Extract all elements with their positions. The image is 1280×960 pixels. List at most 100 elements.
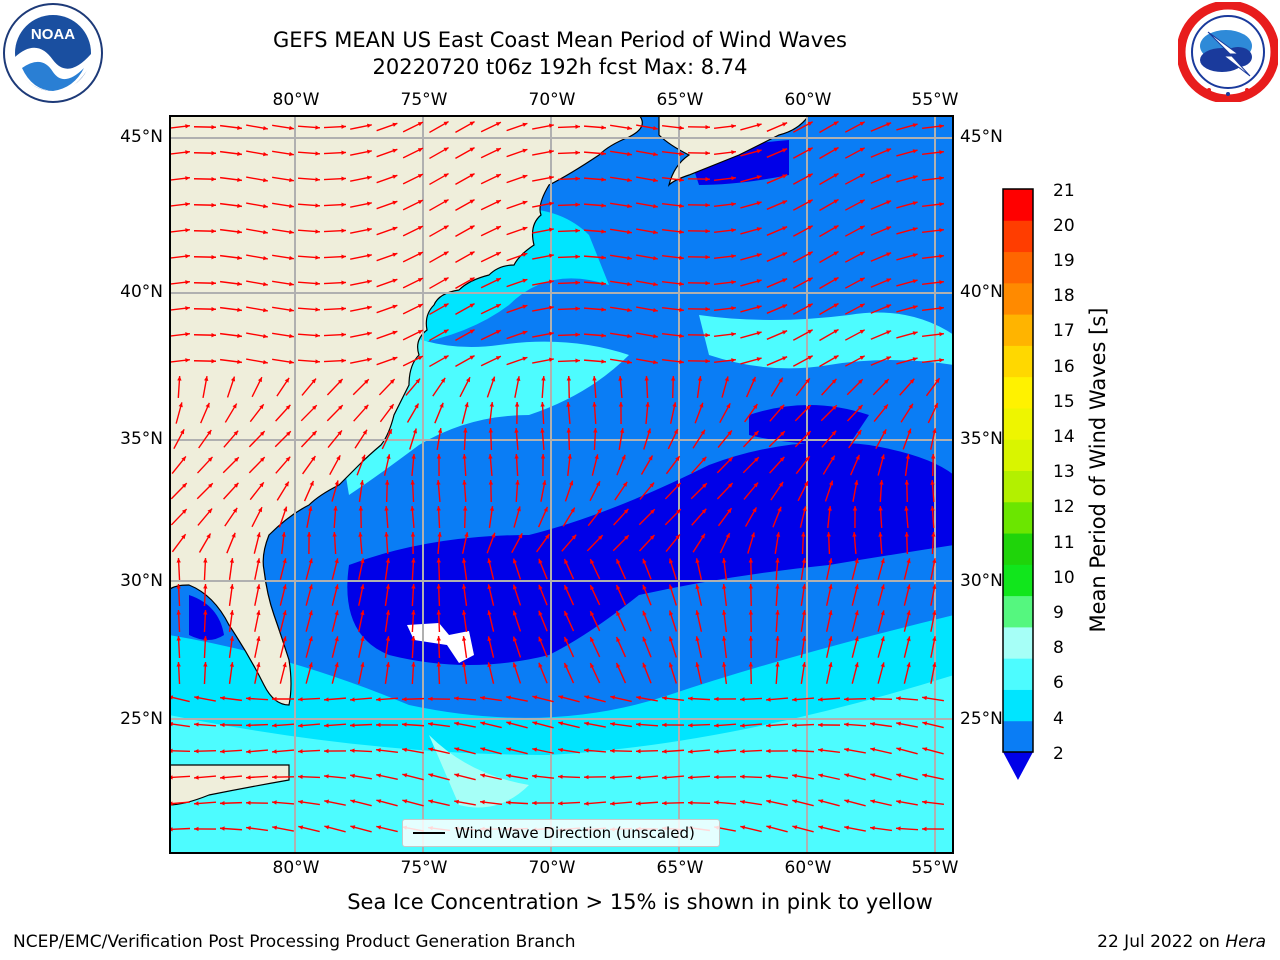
wave-direction-arrowhead (558, 695, 564, 700)
wave-direction-arrowhead (932, 584, 937, 590)
wave-direction-arrowhead (272, 749, 277, 754)
lat-label-right: 40°N (960, 282, 1003, 302)
wave-direction-arrowhead (256, 636, 261, 642)
wave-direction-arrowhead (308, 636, 313, 642)
wave-direction-arrowhead (731, 202, 736, 207)
wave-direction-arrowhead (818, 748, 823, 753)
wave-direction-arrowhead (601, 125, 606, 130)
wave-direction-arrowhead (522, 174, 528, 179)
colorbar-tick-label: 13 (1053, 462, 1075, 482)
wave-direction-arrowhead (532, 800, 537, 806)
wave-direction-arrowhead (896, 799, 901, 805)
wave-direction-arrowhead (237, 229, 242, 234)
wave-direction-arrowhead (912, 357, 918, 362)
wave-direction-arrowhead (436, 558, 441, 563)
wave-direction-arrowhead (436, 584, 441, 589)
wave-direction-arrowhead (220, 826, 225, 831)
wave-direction-arrowhead (185, 202, 190, 207)
wave-direction-arrowhead (487, 662, 492, 668)
wave-direction-arrowhead (636, 749, 641, 754)
wave-direction-arrowhead (230, 376, 236, 382)
wave-direction-arrowhead (315, 229, 320, 234)
wave-direction-arrowhead (616, 584, 621, 590)
land-nova-scotia (658, 115, 810, 187)
wave-direction-arrowhead (491, 376, 496, 382)
wind-wave-period-map (169, 115, 954, 854)
wave-direction-arrowhead (211, 124, 216, 130)
wave-direction-arrowhead (649, 534, 655, 540)
wave-direction-arrowhead (341, 280, 346, 285)
wave-direction-arrowhead (854, 584, 859, 590)
wave-direction-arrowhead (896, 747, 902, 752)
wave-direction-arrowhead (886, 330, 892, 335)
wave-direction-arrowhead (506, 800, 511, 805)
colorbar-tick-label: 19 (1053, 251, 1075, 271)
colorbar-tick-label: 15 (1053, 392, 1075, 412)
wave-direction-arrowhead (548, 123, 554, 128)
wave-direction-arrowhead (802, 506, 807, 512)
wave-direction-arrowhead (315, 125, 320, 130)
wave-direction-arrowhead (831, 430, 837, 436)
wave-direction-arrowhead (908, 403, 913, 409)
wave-direction-arrowhead (469, 303, 475, 308)
wave-direction-arrowhead (443, 251, 449, 256)
wave-direction-arrowhead (480, 721, 486, 726)
wave-direction-arrowhead (642, 558, 647, 564)
wave-direction-arrowhead (410, 506, 415, 511)
wave-direction-arrowhead (366, 201, 372, 206)
wave-direction-arrowhead (695, 610, 700, 616)
wave-direction-arrowhead (417, 356, 423, 361)
wave-direction-arrowhead (870, 721, 875, 727)
wave-direction-arrowhead (782, 304, 788, 309)
wave-direction-arrowhead (466, 377, 470, 383)
wave-direction-arrowhead (627, 125, 632, 131)
wave-direction-arrowhead (341, 202, 346, 207)
wave-direction-arrowhead (883, 404, 888, 410)
wave-direction-arrowhead (724, 376, 729, 382)
wave-direction-arrowhead (362, 429, 367, 435)
chart-subtitle: 20220720 t06z 192h fcst Max: 8.74 (372, 55, 748, 79)
wave-direction-arrowhead (854, 610, 859, 616)
wave-direction-arrowhead (931, 532, 936, 537)
wave-direction-arrowhead (932, 558, 937, 564)
wave-direction-arrowhead (624, 535, 629, 540)
wave-direction-arrowhead (805, 405, 811, 410)
wave-direction-arrowhead (753, 404, 758, 409)
wave-direction-arrowhead (417, 330, 423, 335)
lon-label-top: 60°W (784, 90, 832, 110)
wave-direction-arrowhead (487, 558, 492, 564)
wave-direction-arrowhead (731, 332, 736, 337)
wave-direction-arrowhead (480, 800, 485, 805)
wave-direction-arrowhead (912, 175, 918, 180)
colorbar-tick-label: 16 (1053, 357, 1075, 377)
wave-direction-arrowhead (896, 826, 901, 831)
wave-direction-arrowhead (387, 429, 392, 435)
wave-direction-arrowhead (601, 177, 606, 182)
wave-direction-arrowhead (827, 506, 832, 511)
wave-direction-arrowhead (859, 303, 865, 308)
wave-direction-arrowhead (792, 748, 797, 753)
wave-direction-arrowhead (350, 748, 355, 753)
wave-direction-arrowhead (627, 359, 632, 365)
wave-direction-arrowhead (506, 695, 512, 700)
wave-direction-arrowhead (939, 332, 944, 337)
wave-direction-arrowhead (311, 456, 316, 461)
wave-direction-arrowhead (203, 636, 208, 641)
wave-direction-arrowhead (177, 376, 182, 381)
wave-direction-arrowhead (428, 773, 434, 778)
wave-direction-arrowhead (756, 123, 762, 128)
wave-direction-arrowhead (930, 506, 935, 511)
colorbar (1002, 188, 1034, 780)
wave-direction-arrowhead (308, 584, 313, 590)
wave-direction-arrowhead (859, 329, 865, 334)
wave-direction-arrowhead (731, 306, 736, 311)
lat-label-right: 25°N (960, 709, 1003, 729)
wave-direction-arrowhead (402, 773, 408, 778)
wave-direction-arrowhead (417, 122, 423, 127)
wave-direction-arrowhead (571, 534, 577, 540)
wave-direction-arrowhead (766, 748, 771, 754)
wave-direction-arrowhead (257, 377, 262, 383)
wave-direction-arrowhead (366, 331, 372, 336)
wave-direction-arrowhead (289, 281, 294, 287)
wave-direction-arrowhead (548, 357, 554, 362)
